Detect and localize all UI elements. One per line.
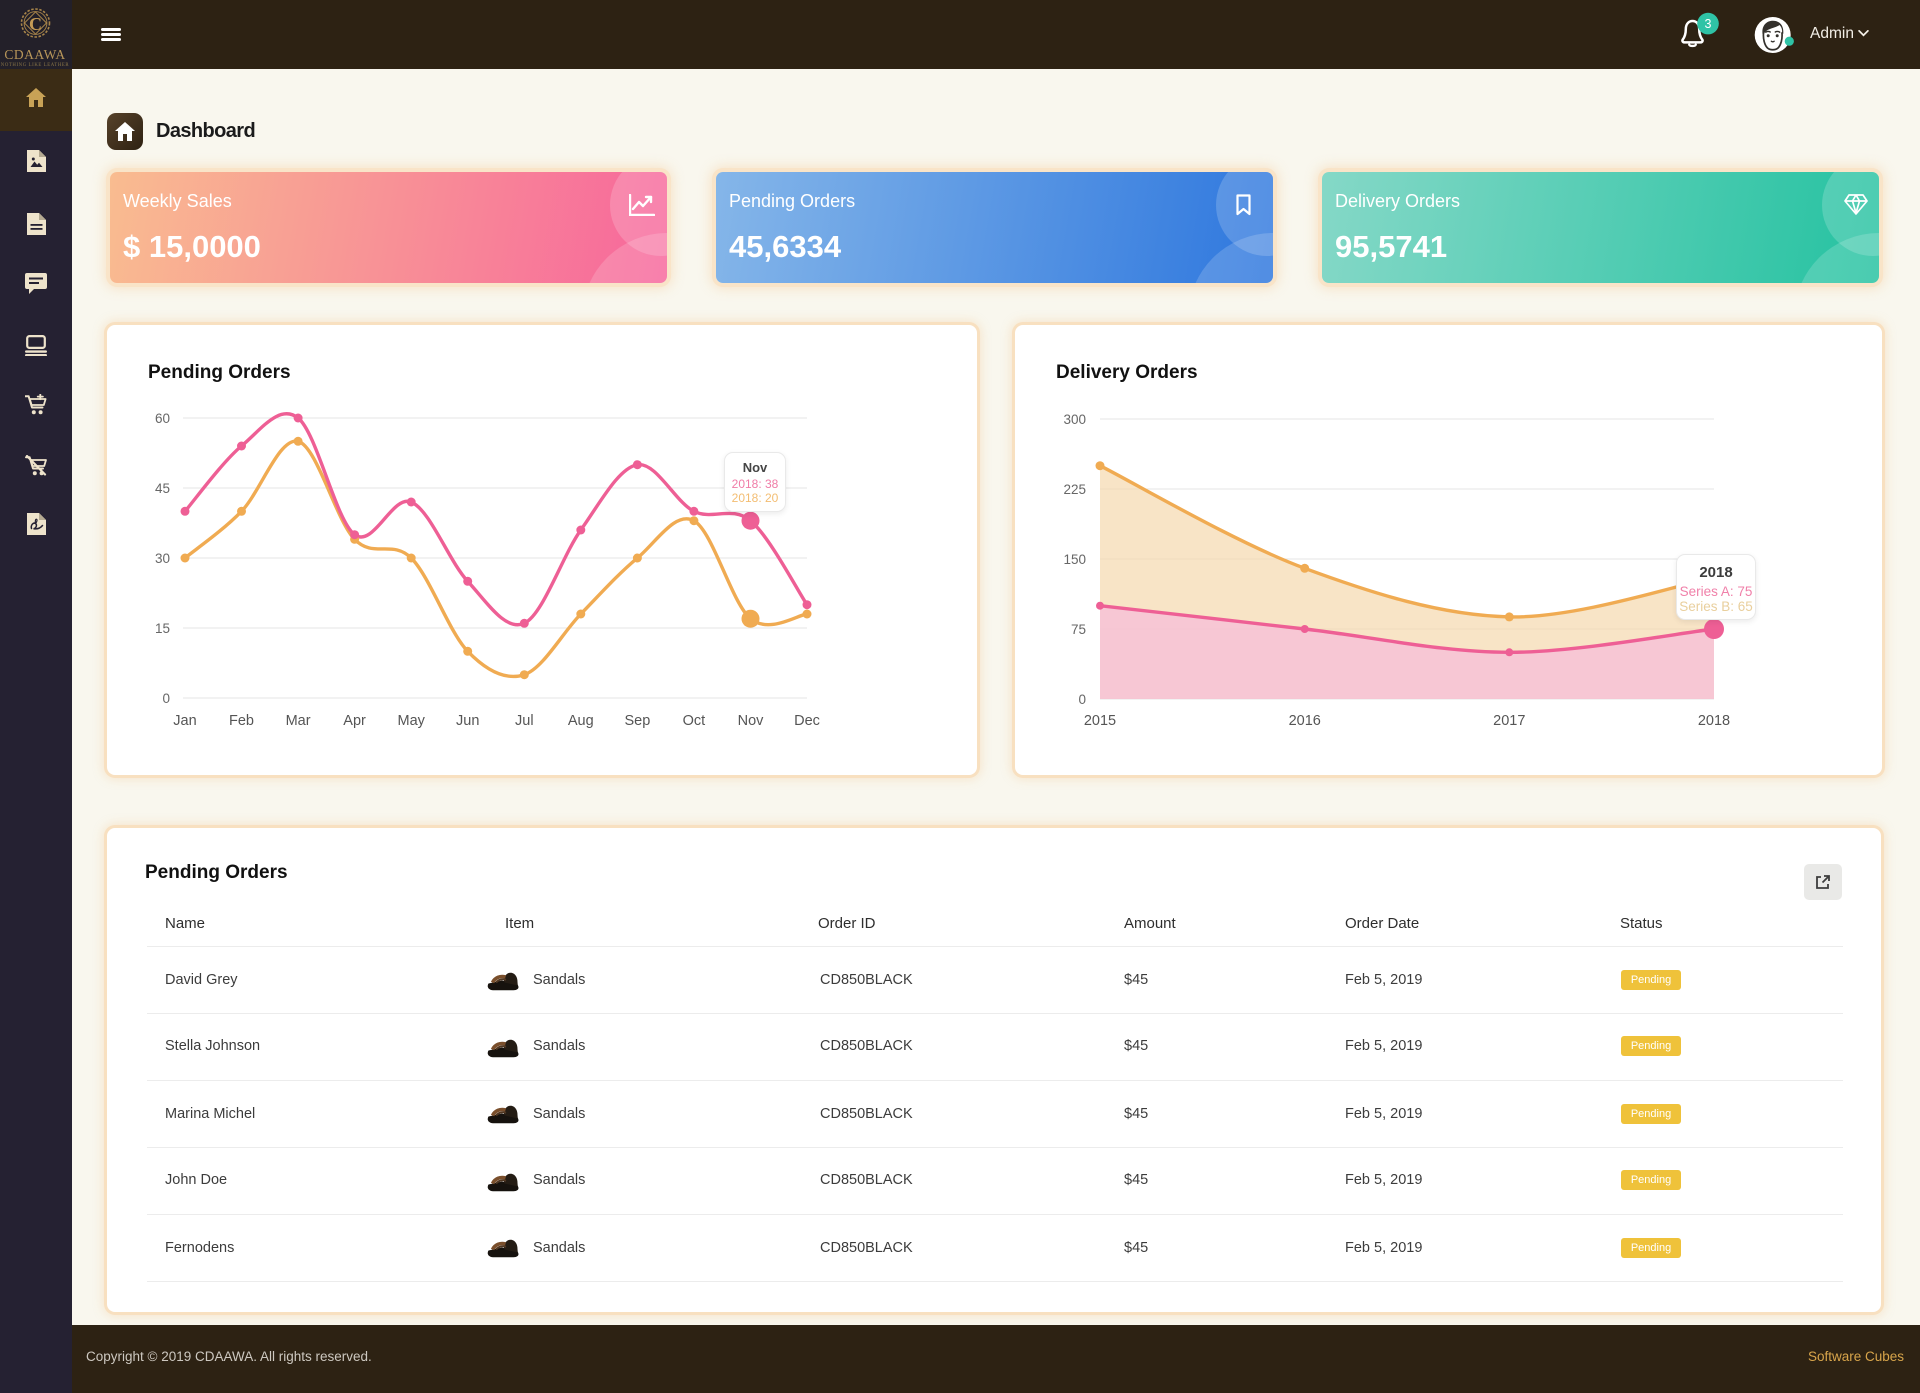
svg-text:Nov: Nov <box>738 713 765 729</box>
svg-text:75: 75 <box>1071 622 1086 637</box>
svg-text:Feb: Feb <box>229 713 254 729</box>
svg-text:0: 0 <box>1078 692 1086 707</box>
svg-text:Jan: Jan <box>173 713 196 729</box>
svg-text:0: 0 <box>162 691 170 706</box>
svg-text:Dec: Dec <box>794 713 820 729</box>
svg-text:Apr: Apr <box>343 713 366 729</box>
svg-text:45: 45 <box>155 481 170 496</box>
svg-text:225: 225 <box>1063 482 1086 497</box>
svg-text:2017: 2017 <box>1493 713 1525 729</box>
svg-text:2016: 2016 <box>1289 713 1321 729</box>
svg-text:Aug: Aug <box>568 713 594 729</box>
svg-text:60: 60 <box>155 411 170 426</box>
svg-text:C: C <box>29 14 42 34</box>
svg-text:NOTHING LIKE LEATHER: NOTHING LIKE LEATHER <box>1 63 70 68</box>
svg-text:Sep: Sep <box>624 713 650 729</box>
svg-text:30: 30 <box>155 551 170 566</box>
svg-text:2018: 2018 <box>1698 713 1730 729</box>
svg-text:Oct: Oct <box>683 713 706 729</box>
svg-text:May: May <box>397 713 425 729</box>
svg-text:2015: 2015 <box>1084 713 1116 729</box>
svg-text:3: 3 <box>1705 17 1712 31</box>
svg-text:CDAAWA: CDAAWA <box>4 47 65 62</box>
svg-text:Mar: Mar <box>286 713 311 729</box>
svg-text:300: 300 <box>1063 412 1086 427</box>
svg-text:150: 150 <box>1063 552 1086 567</box>
svg-text:Jul: Jul <box>515 713 534 729</box>
svg-text:15: 15 <box>155 621 170 636</box>
svg-text:Jun: Jun <box>456 713 479 729</box>
